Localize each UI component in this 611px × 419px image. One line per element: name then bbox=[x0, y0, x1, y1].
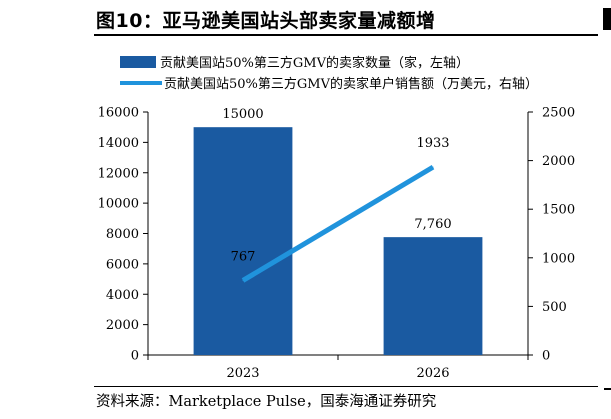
legend-label-line: 贡献美国站50%第三方GMV的卖家单户销售额（万美元，右轴） bbox=[164, 76, 538, 92]
right-tick-label: 1000 bbox=[542, 251, 575, 266]
right-tick-label: 2500 bbox=[542, 106, 575, 121]
left-tick-label: 0 bbox=[131, 349, 139, 364]
line-data-label: 767 bbox=[231, 249, 256, 264]
legend-item-bars: 贡献美国站50%第三方GMV的卖家数量（家，左轴） bbox=[120, 55, 469, 71]
x-tick-label: 2023 bbox=[226, 366, 259, 381]
line-series bbox=[241, 164, 435, 283]
right-tick-label: 0 bbox=[542, 349, 550, 364]
edge-fragment-bottom bbox=[604, 388, 611, 390]
bar-data-label: 15000 bbox=[222, 107, 263, 122]
legend-swatch-bars bbox=[120, 56, 156, 68]
bar-data-label: 7,760 bbox=[414, 217, 451, 232]
left-tick-label: 12000 bbox=[98, 166, 139, 181]
left-tick-label: 14000 bbox=[98, 136, 139, 151]
title-underline bbox=[94, 34, 598, 36]
line-point bbox=[242, 279, 244, 281]
bar bbox=[193, 127, 293, 355]
legend-item-line: 贡献美国站50%第三方GMV的卖家单户销售额（万美元，右轴） bbox=[120, 76, 538, 92]
x-tick-label: 2026 bbox=[416, 366, 449, 381]
bar bbox=[383, 237, 483, 355]
plot-area: 0 2000 4000 6000 8000 10000 12000 14000 16000 0 50… bbox=[98, 106, 575, 382]
figure-title: 图10：亚马逊美国站头部卖家量减额增 bbox=[96, 10, 436, 32]
right-tick-label: 2000 bbox=[542, 154, 575, 169]
source-note: 资料来源：Marketplace Pulse，国泰海通证券研究 bbox=[96, 394, 437, 410]
right-tick-label: 1500 bbox=[542, 203, 575, 218]
legend-label-bars: 贡献美国站50%第三方GMV的卖家数量（家，左轴） bbox=[160, 55, 469, 71]
left-tick-label: 16000 bbox=[98, 106, 139, 121]
source-divider bbox=[94, 386, 598, 387]
left-tick-label: 4000 bbox=[106, 288, 139, 303]
left-tick-label: 8000 bbox=[106, 227, 139, 242]
left-tick-label: 2000 bbox=[106, 318, 139, 333]
line-point bbox=[432, 166, 434, 168]
left-tick-label: 6000 bbox=[106, 257, 139, 272]
legend: 贡献美国站50%第三方GMV的卖家数量（家，左轴） 贡献美国站50%第三方GMV… bbox=[120, 55, 538, 92]
line-data-label: 1933 bbox=[416, 136, 449, 151]
left-tick-label: 10000 bbox=[98, 197, 139, 212]
right-tick-label: 500 bbox=[542, 300, 567, 315]
edge-fragment bbox=[603, 8, 611, 30]
